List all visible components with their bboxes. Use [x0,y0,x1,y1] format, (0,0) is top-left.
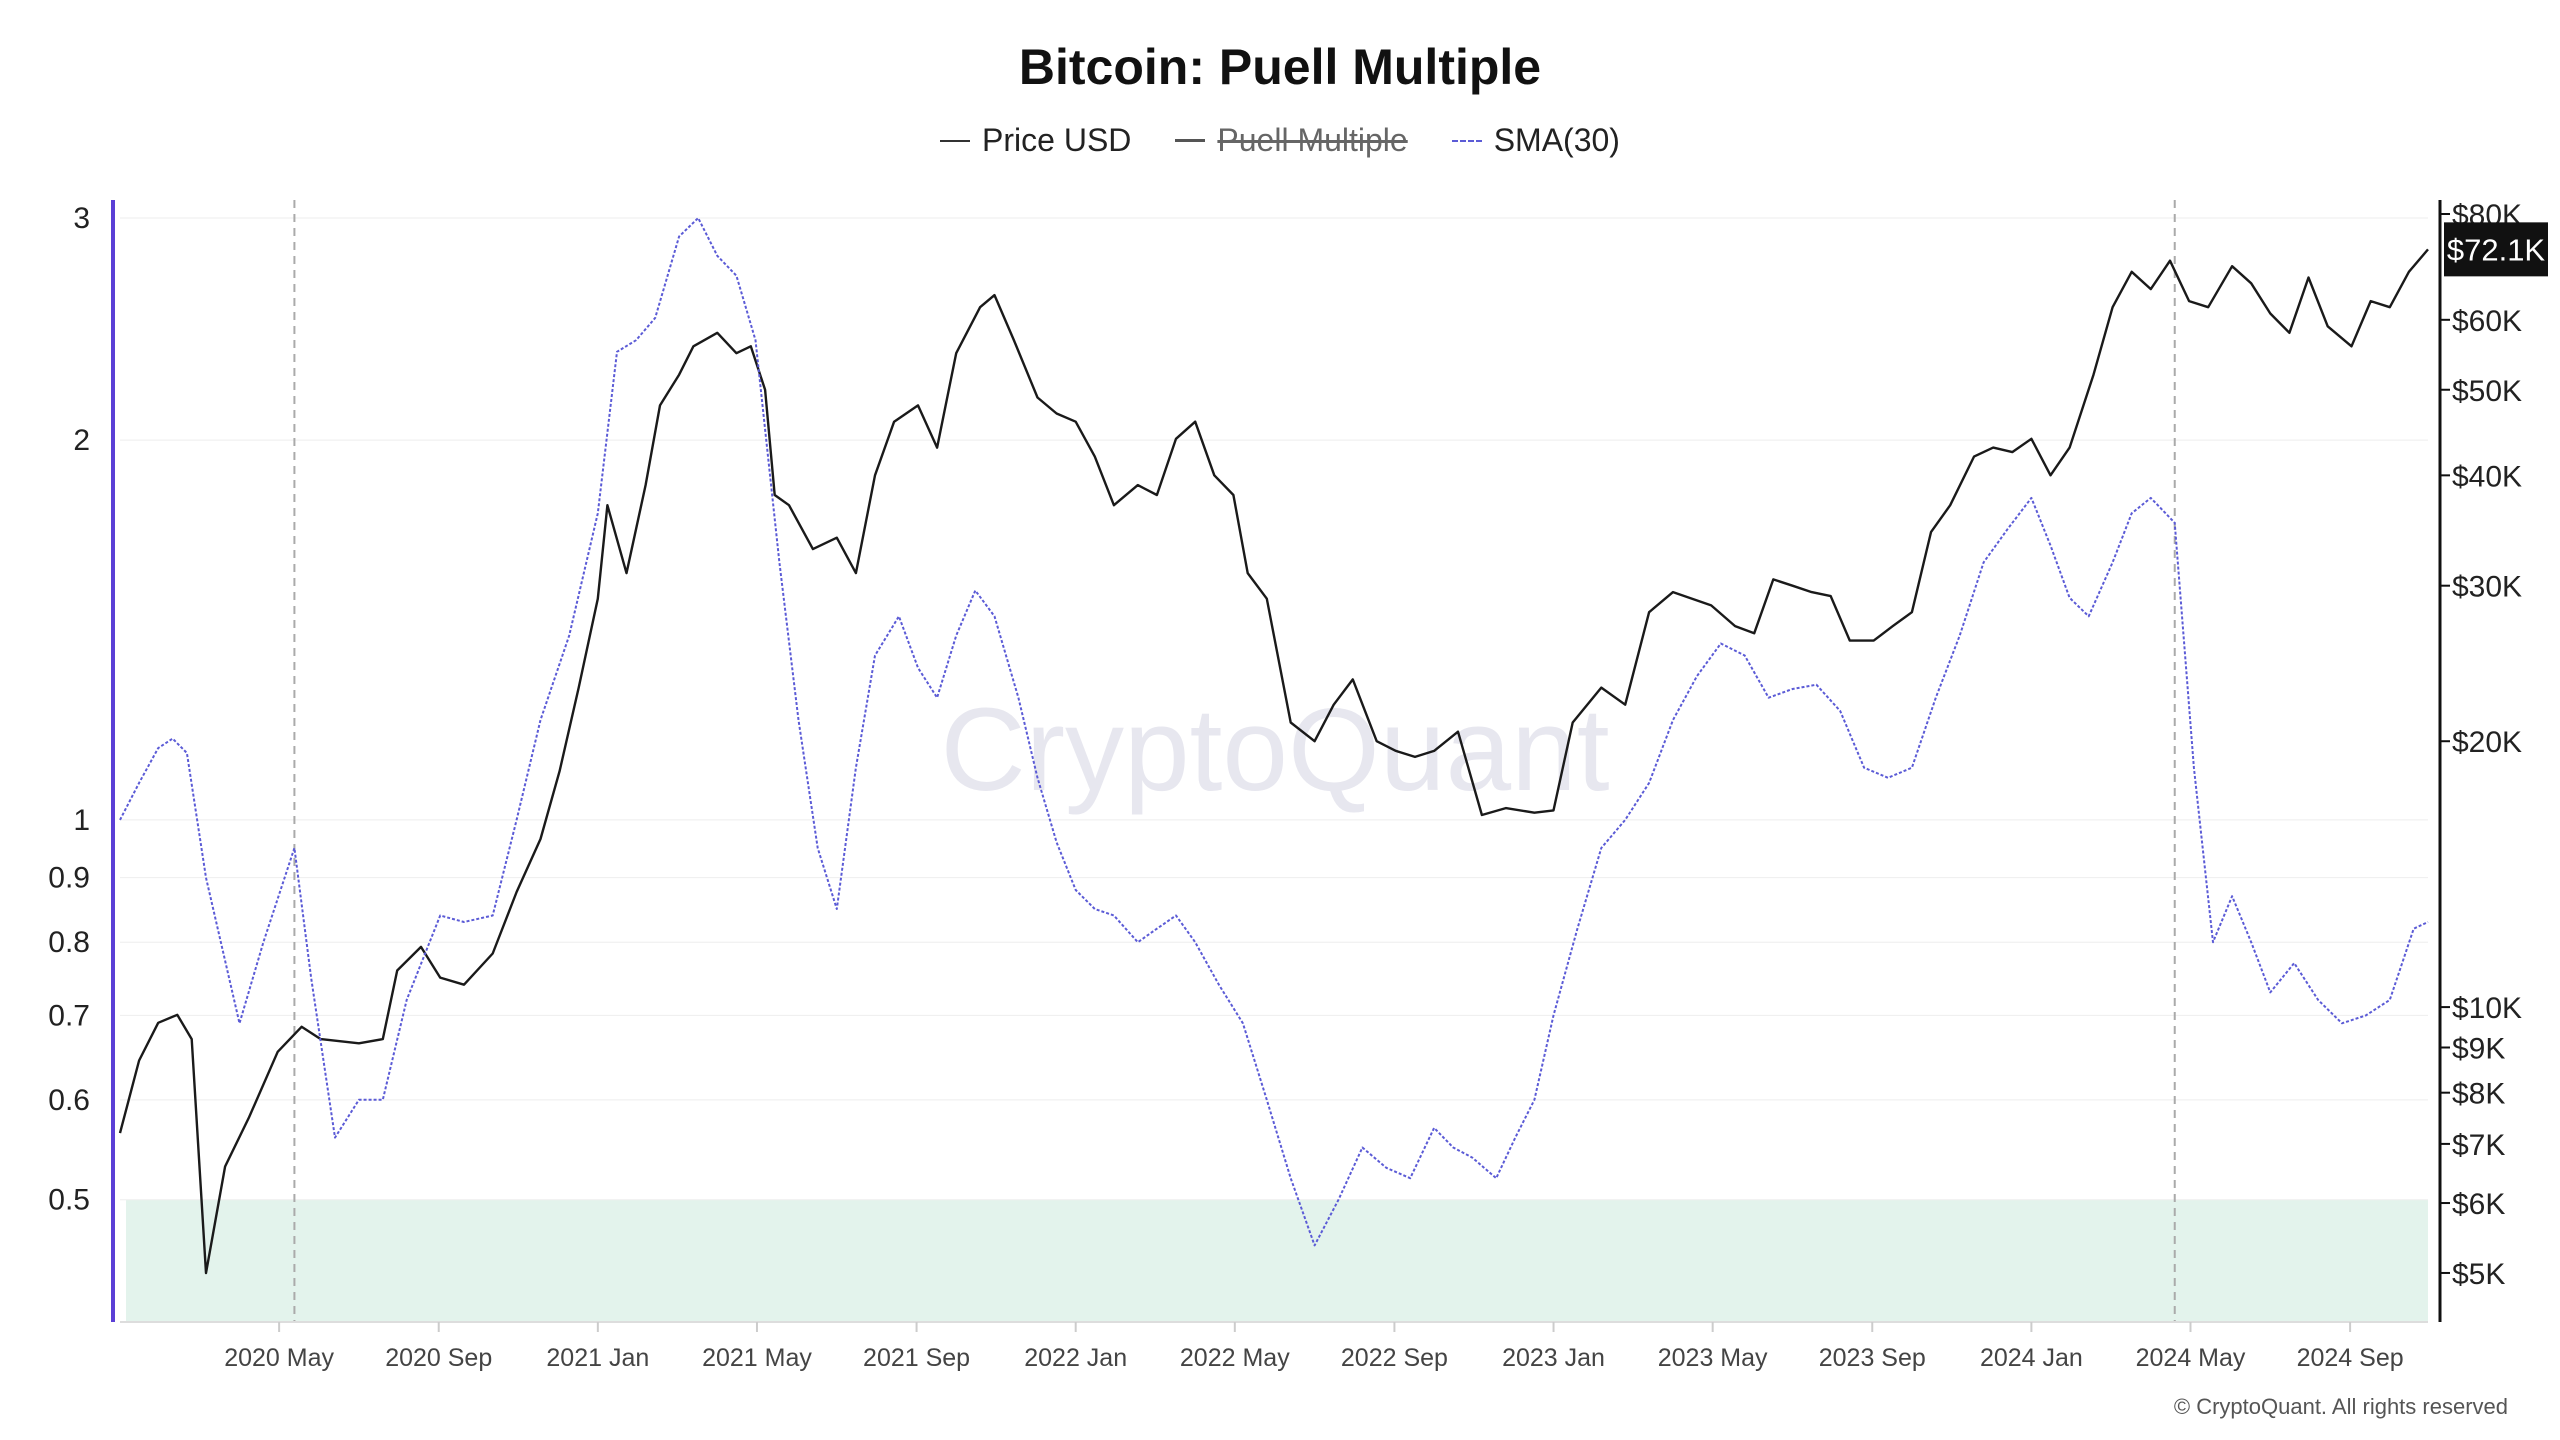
y-left-tick-label: 0.7 [48,999,90,1032]
y-left-tick-label: 1 [73,804,90,837]
y-right-tick-label: $60K [2452,305,2522,338]
legend-item-sma[interactable]: SMA(30) [1451,122,1620,159]
chart-title: Bitcoin: Puell Multiple [1018,39,1542,95]
x-tick-label: 2023 May [1658,1344,1768,1372]
y-right-tick-label: $5K [2452,1258,2505,1291]
x-tick-label: 2023 Jan [1502,1344,1605,1372]
y-right-tick-label: $20K [2452,726,2522,759]
legend-swatch-price [940,139,971,142]
x-tick-label: 2024 Sep [2297,1344,2404,1372]
legend-swatch-puell [1175,139,1206,142]
x-tick-label: 2020 May [224,1344,334,1372]
y-right-tick-label: $40K [2452,460,2522,493]
y-left-tick-label: 0.8 [48,926,90,959]
y-left-tick-label: 3 [73,202,90,235]
y-right-tick-label: $6K [2452,1188,2505,1221]
y-right-tick-label: $30K [2452,571,2522,604]
x-tick-label: 2021 May [702,1344,812,1372]
x-tick-label: 2022 Sep [1341,1344,1448,1372]
legend-label-puell: Puell Multiple [1217,122,1408,158]
legend-item-puell[interactable]: Puell Multiple [1175,122,1408,159]
y-right-tick-label: $8K [2452,1078,2505,1111]
watermark-text: CryptoQuant [941,684,1610,816]
x-tick-label: 2021 Jan [546,1344,649,1372]
y-left-tick-label: 0.9 [48,862,90,895]
price-badge [2444,222,2548,277]
price-series-line [118,248,2429,1275]
x-tick-label: 2022 Jan [1024,1344,1127,1372]
y-right-tick-label: $50K [2452,375,2522,408]
y-right-tick-label: $7K [2452,1129,2505,1162]
sma30-series-line [119,217,2429,1247]
y-left-tick-label: 0.5 [48,1184,90,1217]
x-tick-label: 2023 Sep [1819,1344,1926,1372]
y-right-tick-label: $10K [2452,992,2522,1025]
y-right-tick-label: $9K [2452,1033,2505,1066]
x-tick-label: 2024 Jan [1980,1344,2083,1372]
x-tick-label: 2024 May [2136,1344,2246,1372]
copyright-text: © CryptoQuant. All rights reserved [2173,1394,2508,1419]
x-tick-label: 2020 Sep [385,1344,492,1372]
legend-item-price[interactable]: Price USD [940,122,1131,159]
legend-label-price: Price USD [982,122,1132,158]
y-left-tick-label: 2 [73,424,90,457]
x-tick-label: 2022 May [1180,1344,1290,1372]
y-left-tick-label: 0.6 [48,1084,90,1117]
x-tick-label: 2021 Sep [863,1344,970,1372]
legend-label-sma: SMA(30) [1493,122,1620,158]
legend-swatch-sma [1451,139,1482,142]
price-badge-label: $72.1K [2447,232,2546,267]
low-zone-band [126,1199,2428,1322]
legend: Price USD Puell Multiple SMA(30) [0,122,2560,159]
